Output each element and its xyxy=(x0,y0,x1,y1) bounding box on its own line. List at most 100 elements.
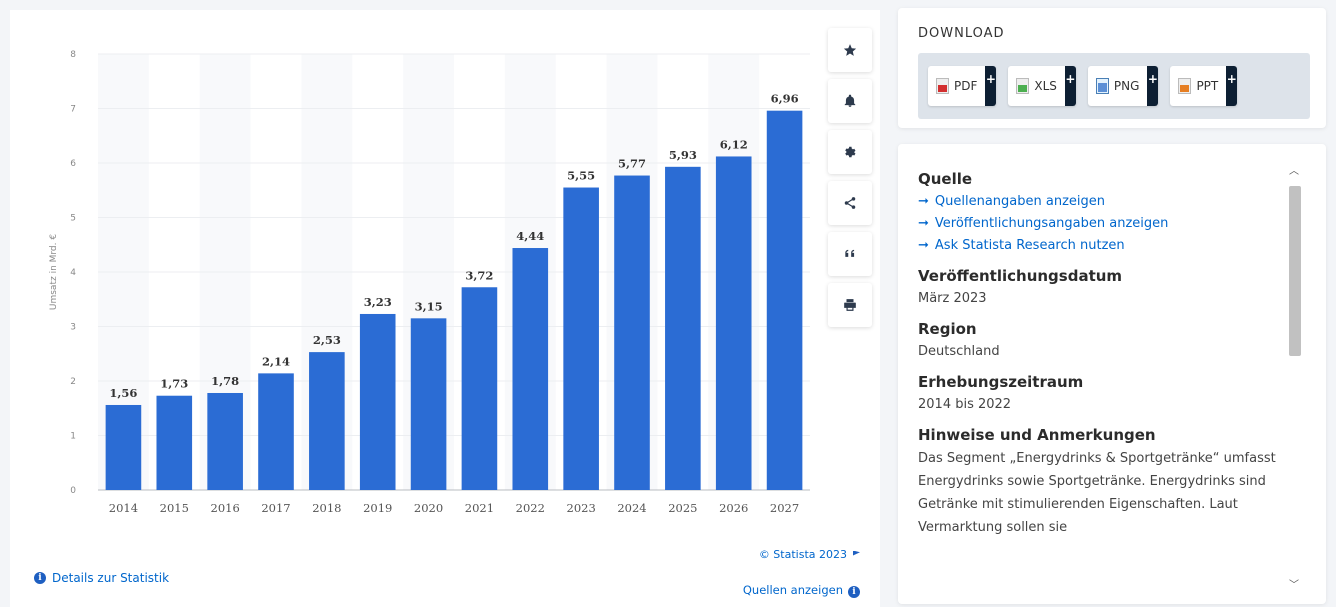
bar-2024 xyxy=(614,175,650,490)
bar-2025 xyxy=(665,166,701,490)
y-tick-label: 0 xyxy=(70,486,76,496)
bar-2022 xyxy=(512,248,549,490)
x-tick-label: 2024 xyxy=(617,501,646,515)
notes-heading: Hinweise und Anmerkungen xyxy=(918,426,1156,444)
info-card: Quelle ➞ Quellenangaben anzeigen ➞ Veröffe… xyxy=(898,144,1326,604)
region-value: Deutschland xyxy=(918,344,1000,359)
download-xls-button[interactable]: XLS + xyxy=(1008,66,1076,106)
x-tick-label: 2023 xyxy=(567,501,596,515)
y-tick-label: 3 xyxy=(70,323,76,333)
download-ppt-button[interactable]: PPT + xyxy=(1170,66,1238,106)
x-tick-label: 2027 xyxy=(770,501,799,515)
period-heading: Erhebungszeitraum xyxy=(918,373,1084,391)
bar-2026 xyxy=(715,156,752,490)
pubdate-heading: Veröffentlichungsdatum xyxy=(918,267,1123,285)
download-ppt-label: PPT xyxy=(1196,79,1219,93)
gear-icon[interactable] xyxy=(828,130,872,174)
info-scrollbar[interactable]: ︿ ﹀ xyxy=(1286,162,1302,592)
source-link-references[interactable]: ➞ Quellenangaben anzeigen xyxy=(918,191,1288,213)
print-icon[interactable] xyxy=(828,283,872,327)
plus-icon: + xyxy=(1226,66,1238,106)
info-content: Quelle ➞ Quellenangaben anzeigen ➞ Veröffe… xyxy=(918,166,1288,539)
pubdate-value: März 2023 xyxy=(918,291,987,306)
scroll-down-icon[interactable]: ﹀ xyxy=(1289,580,1299,591)
arrow-right-icon: ➞ xyxy=(918,194,929,209)
scroll-track[interactable] xyxy=(1286,176,1302,576)
y-tick-label: 7 xyxy=(70,105,76,115)
ppt-file-icon xyxy=(1178,78,1192,94)
source-link-label: Ask Statista Research nutzen xyxy=(934,238,1125,253)
y-tick-label: 1 xyxy=(70,432,76,442)
download-pdf-button[interactable]: PDF + xyxy=(928,66,997,106)
bar-2017 xyxy=(258,373,294,490)
data-label: 6,96 xyxy=(771,92,799,106)
download-title: DOWNLOAD xyxy=(918,26,1005,41)
bar-2019 xyxy=(359,313,396,490)
data-label: 3,15 xyxy=(415,299,443,313)
source-link-label: Veröffentlichungsangaben anzeigen xyxy=(934,216,1169,231)
y-tick-label: 6 xyxy=(70,159,76,169)
data-label: 5,77 xyxy=(618,157,646,171)
copyright[interactable]: © Statista 2023 xyxy=(700,548,860,561)
source-link-publication[interactable]: ➞ Veröffentlichungsangaben anzeigen xyxy=(918,213,1288,235)
bar-chart: 0 1 2 3 4 5 6 7 8 Umsatz in Mrd. € 1,56 2014 1,73 201… xyxy=(49,50,810,515)
x-tick-label: 2014 xyxy=(109,501,138,515)
scroll-up-icon[interactable]: ︿ xyxy=(1289,166,1299,177)
details-link-label: Details zur Statistik xyxy=(52,571,170,585)
x-tick-label: 2016 xyxy=(211,501,240,515)
sources-link[interactable]: Quellen anzeigen i xyxy=(700,583,860,598)
data-label: 1,56 xyxy=(109,386,137,400)
bar-2023 xyxy=(563,187,599,490)
share-icon[interactable] xyxy=(828,181,872,225)
y-tick-label: 4 xyxy=(70,268,76,278)
pdf-file-icon xyxy=(936,78,949,94)
sources-link-label: Quellen anzeigen xyxy=(742,583,843,597)
y-axis-label: Umsatz in Mrd. € xyxy=(49,234,59,310)
source-link-research[interactable]: ➞ Ask Statista Research nutzen xyxy=(918,235,1288,257)
data-label: 3,23 xyxy=(364,295,392,309)
source-heading: Quelle xyxy=(918,170,973,188)
info-icon: i xyxy=(848,586,860,598)
quote-icon[interactable] xyxy=(828,232,872,276)
data-label: 5,55 xyxy=(567,169,595,183)
x-tick-label: 2021 xyxy=(465,501,494,515)
data-label: 4,44 xyxy=(516,229,544,243)
download-xls-label: XLS xyxy=(1034,79,1057,93)
data-label: 2,53 xyxy=(313,333,341,347)
x-tick-label: 2022 xyxy=(516,501,545,515)
notes-text: Das Segment „Energydrinks & Sportgetränk… xyxy=(918,451,1276,535)
plus-icon: + xyxy=(1147,66,1159,106)
download-bar: PDF + XLS + PNG + PPT + xyxy=(918,53,1310,119)
x-tick-label: 2020 xyxy=(414,501,443,515)
star-icon[interactable] xyxy=(828,28,872,72)
y-tick-label: 5 xyxy=(70,214,76,224)
data-label: 1,73 xyxy=(160,377,188,391)
bar-2015 xyxy=(156,395,193,490)
chart-toolbar xyxy=(828,28,872,334)
bar-2018 xyxy=(309,352,345,490)
copyright-label: © Statista 2023 xyxy=(758,548,847,561)
bar-2020 xyxy=(410,318,447,490)
bar-2027 xyxy=(766,110,803,491)
scroll-thumb[interactable] xyxy=(1289,186,1301,356)
download-png-button[interactable]: PNG + xyxy=(1087,66,1159,106)
details-link[interactable]: i Details zur Statistik xyxy=(34,571,169,585)
bar-2014 xyxy=(105,404,142,490)
data-label: 3,72 xyxy=(465,268,493,282)
plus-icon: + xyxy=(1064,66,1076,106)
download-png-label: PNG xyxy=(1113,79,1140,93)
x-tick-label: 2017 xyxy=(261,501,290,515)
bell-icon[interactable] xyxy=(828,79,872,123)
x-tick-label: 2015 xyxy=(160,501,189,515)
x-tick-label: 2019 xyxy=(363,501,392,515)
chart-card: 0 1 2 3 4 5 6 7 8 Umsatz in Mrd. € 1,56 2014 1,73 201… xyxy=(10,10,880,607)
region-heading: Region xyxy=(918,320,977,338)
period-value: 2014 bis 2022 xyxy=(918,397,1012,412)
plus-icon: + xyxy=(985,66,997,106)
arrow-right-icon: ➞ xyxy=(918,238,929,253)
x-tick-label: 2026 xyxy=(719,501,748,515)
source-link-label: Quellenangaben anzeigen xyxy=(934,194,1106,209)
y-tick-label: 2 xyxy=(70,377,76,387)
png-file-icon xyxy=(1095,78,1109,94)
xls-file-icon xyxy=(1016,78,1030,94)
